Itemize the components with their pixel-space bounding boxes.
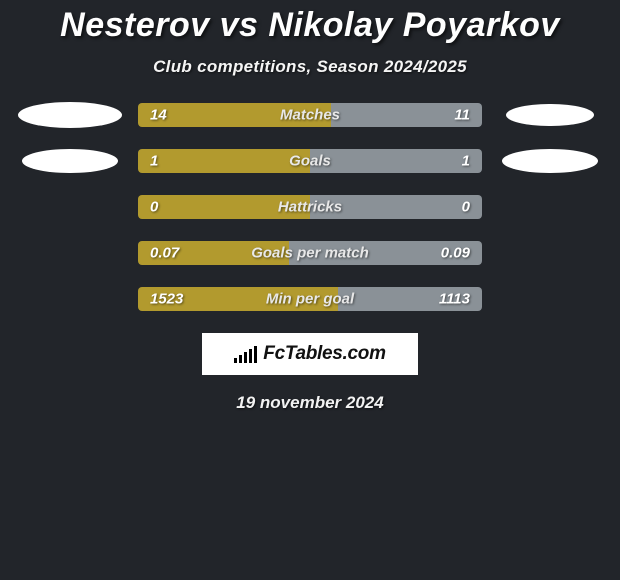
stat-label: Min per goal [266,291,354,308]
stat-row: 1523 Min per goal 1113 [0,287,620,311]
left-value: 0.07 [150,245,179,262]
right-ellipse-wrap [490,104,610,127]
right-ellipse-wrap [490,149,610,173]
right-ellipse [502,149,599,173]
right-value: 0 [462,199,470,216]
left-value: 0 [150,199,158,216]
stat-bar: 1 Goals 1 [138,149,482,173]
stat-bar: 0 Hattricks 0 [138,195,482,219]
stat-bar: 1523 Min per goal 1113 [138,287,482,311]
stat-label: Goals [289,153,331,170]
left-value: 1 [150,153,158,170]
right-value: 11 [454,107,470,124]
left-value: 1523 [150,291,183,308]
left-ellipse [22,149,119,173]
date-text: 19 november 2024 [0,393,620,413]
logo-bars-icon [234,345,257,363]
stat-label: Matches [280,107,340,124]
bar-right-fill [310,149,482,173]
left-ellipse-wrap [10,102,130,128]
right-value: 1113 [439,291,470,308]
logo-text: FcTables.com [263,343,385,365]
stat-row: 0 Hattricks 0 [0,195,620,219]
stat-label: Goals per match [251,245,369,262]
page-title: Nesterov vs Nikolay Poyarkov [0,0,620,45]
stat-row: 14 Matches 11 [0,103,620,127]
subtitle: Club competitions, Season 2024/2025 [0,57,620,77]
fctables-logo[interactable]: FcTables.com [202,333,418,375]
stat-bar: 14 Matches 11 [138,103,482,127]
stat-row: 0.07 Goals per match 0.09 [0,241,620,265]
left-value: 14 [150,107,167,124]
right-value: 0.09 [441,245,470,262]
stat-label: Hattricks [278,199,342,216]
left-ellipse-wrap [10,149,130,173]
left-ellipse [18,102,122,128]
stat-row: 1 Goals 1 [0,149,620,173]
right-value: 1 [462,153,470,170]
bar-left-fill [138,149,310,173]
right-ellipse [506,104,594,127]
stat-bar: 0.07 Goals per match 0.09 [138,241,482,265]
comparison-rows: 14Matches111Goals10Hattricks00.07Goals p… [0,103,620,311]
